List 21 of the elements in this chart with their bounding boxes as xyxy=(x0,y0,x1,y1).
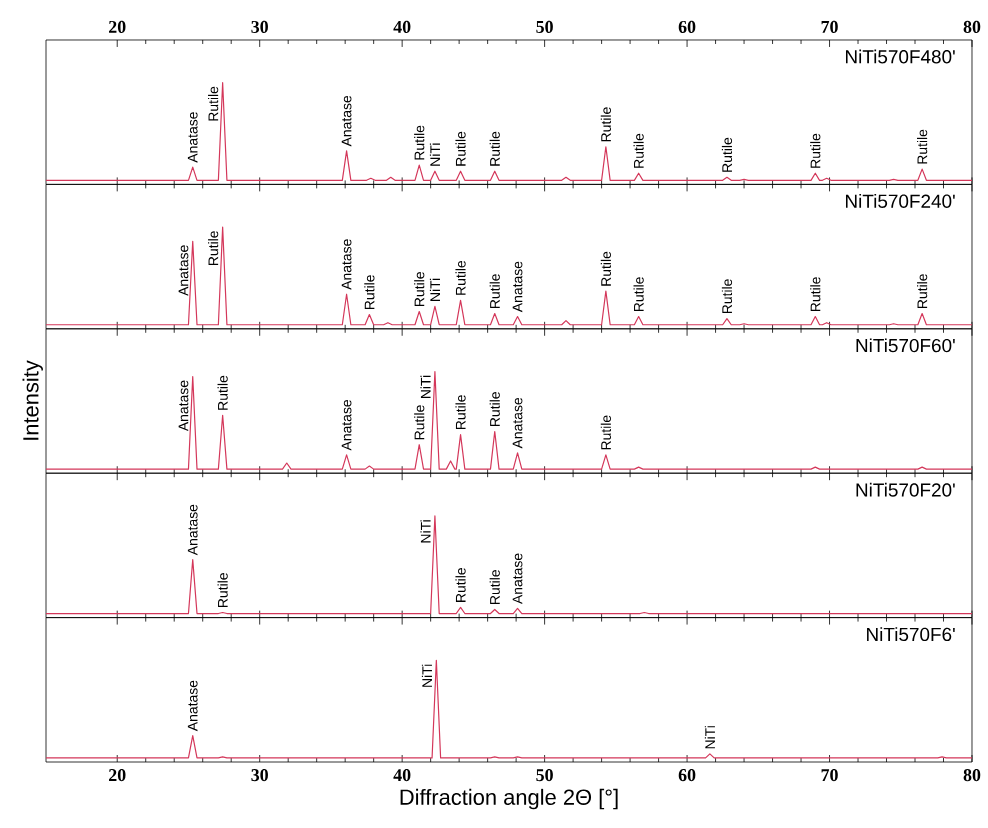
x-tick-label: 60 xyxy=(678,20,696,33)
chart-title: NiTi570F6' xyxy=(867,627,955,642)
x-tick-label: 50 xyxy=(536,769,553,782)
x-tick-label: 20 xyxy=(109,20,126,33)
x-tick-label: 70 xyxy=(821,20,838,33)
x-tick-label: 20 xyxy=(109,769,126,782)
chart-title: NiTi570F60' xyxy=(856,338,955,353)
chart-title: NiTi570F480' xyxy=(845,49,955,64)
chart-title: NiTi570F20' xyxy=(856,482,955,497)
x-tick-label: 70 xyxy=(821,769,838,782)
x-tick-label: 50 xyxy=(536,20,553,33)
chart-title: NiTi570F240' xyxy=(845,194,955,208)
x-axis-title: Diffraction angle 2Θ [°] xyxy=(400,788,618,810)
y-axis-title: Intensity xyxy=(22,360,43,440)
x-tick-label: 80 xyxy=(963,769,981,782)
x-tick-label: 30 xyxy=(251,769,268,782)
x-tick-label: 40 xyxy=(393,20,411,33)
x-tick-label: 60 xyxy=(678,769,696,782)
x-tick-label: 30 xyxy=(251,20,268,33)
x-tick-label: 80 xyxy=(963,20,981,33)
x-tick-label: 40 xyxy=(393,769,411,782)
